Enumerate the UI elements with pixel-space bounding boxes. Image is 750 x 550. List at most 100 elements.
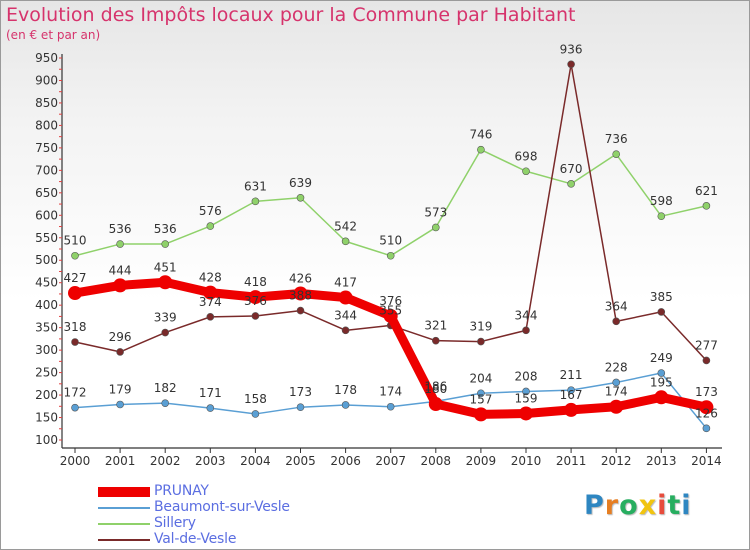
point-sillery [522,167,530,176]
chart-axes: 100 150 200 250 300 350 400 450 500 550 600 650 700 7… [35,51,722,468]
data-label-sillery: 542 [334,219,357,233]
point-val-de-vesle [612,317,621,326]
logo-letter: r [604,490,620,521]
data-label-sillery: 639 [289,176,312,190]
point-beaumont-sur-vesle [386,402,395,411]
point-beaumont-sur-vesle [612,378,621,387]
data-label-val-de-vesle: 355 [379,303,402,317]
data-label-sillery: 536 [109,222,132,236]
legend-swatch-val-de-vesle [98,539,150,541]
data-label-prunay: 418 [244,275,267,289]
data-label-sillery: 573 [424,205,447,219]
legend-label-sillery: Sillery [154,515,196,531]
data-label-prunay: 426 [289,271,312,285]
point-val-de-vesle [341,326,350,335]
data-label-beaumont-sur-vesle: 211 [560,368,583,382]
point-beaumont-sur-vesle [522,387,530,396]
point-val-de-vesle [206,313,215,321]
data-label-prunay: 444 [109,263,132,277]
data-label-beaumont-sur-vesle: 171 [199,386,222,400]
point-sillery [702,202,711,210]
data-label-prunay: 173 [695,385,718,399]
data-label-prunay: 174 [605,385,628,399]
data-label-prunay: 376 [379,294,402,308]
data-label-beaumont-sur-vesle: 228 [605,360,628,374]
data-label-val-de-vesle: 344 [515,308,538,322]
data-label-sillery: 576 [199,204,222,218]
y-tick-label: 300 [35,343,58,357]
y-tick-label: 950 [35,51,58,65]
y-tick-label: 650 [35,186,58,200]
data-label-beaumont-sur-vesle: 158 [244,392,267,406]
logo-letter: o [619,490,639,521]
point-val-de-vesle [477,337,485,346]
data-label-prunay: 428 [199,271,222,285]
x-tick-label: 2001 [105,454,136,468]
x-tick-label: 2004 [240,454,271,468]
data-label-sillery: 536 [154,222,177,236]
point-val-de-vesle [567,60,575,69]
data-label-prunay: 180 [424,382,447,396]
point-beaumont-sur-vesle [116,400,124,409]
y-tick-label: 800 [35,118,58,132]
legend-swatch-beaumont-sur-vesle [98,507,150,509]
x-tick-label: 2007 [375,454,406,468]
point-val-de-vesle [296,306,305,315]
point-val-de-vesle [522,326,530,335]
point-prunay [564,402,579,417]
legend-swatch-prunay [98,487,150,497]
data-label-prunay: 427 [64,271,87,285]
data-label-val-de-vesle: 388 [289,289,312,303]
point-sillery [206,222,215,230]
logo-letter: i [657,490,668,521]
chart-series [68,60,714,433]
data-label-beaumont-sur-vesle: 249 [650,351,673,365]
data-label-prunay: 159 [515,391,538,405]
data-label-prunay: 195 [650,375,673,389]
data-label-sillery: 736 [605,132,628,146]
y-tick-label: 750 [35,141,58,155]
point-prunay [293,286,308,301]
data-label-val-de-vesle: 385 [650,290,673,304]
x-tick-label: 2011 [556,454,587,468]
data-label-sillery: 621 [695,184,718,198]
data-label-sillery: 510 [64,234,87,248]
point-prunay [699,400,714,415]
point-sillery [161,240,169,248]
y-tick-label: 200 [35,388,58,402]
y-tick-label: 250 [35,366,58,380]
data-label-beaumont-sur-vesle: 182 [154,381,177,395]
logo-letter: P [584,490,605,521]
point-sillery [296,193,305,202]
point-sillery [116,240,124,248]
point-prunay [203,285,218,300]
x-tick-label: 2009 [466,454,497,468]
chart-subtitle: (en € et par an) [6,28,101,42]
x-tick-label: 2012 [601,454,632,468]
data-label-val-de-vesle: 318 [64,320,87,334]
point-prunay [654,390,669,405]
point-sillery [567,180,575,188]
point-beaumont-sur-vesle [161,399,169,407]
point-val-de-vesle [702,356,711,365]
point-beaumont-sur-vesle [71,403,79,412]
data-label-prunay: 451 [154,260,177,274]
x-tick-label: 2014 [691,454,722,468]
y-tick-label: 100 [35,433,58,447]
point-prunay [519,406,533,421]
y-tick-label: 700 [35,163,58,177]
x-tick-label: 2013 [646,454,677,468]
logo-letter: t [667,490,682,521]
point-prunay [338,290,353,305]
point-prunay [609,399,624,414]
data-label-beaumont-sur-vesle: 204 [469,371,492,385]
data-label-beaumont-sur-vesle: 179 [109,382,132,396]
data-label-val-de-vesle: 277 [695,338,718,352]
point-sillery [251,197,260,206]
chart-title: Evolution des Impôts locaux pour la Comm… [6,4,576,26]
point-beaumont-sur-vesle [341,401,350,409]
y-tick-label: 550 [35,231,58,245]
legend-swatch-sillery [98,523,150,525]
